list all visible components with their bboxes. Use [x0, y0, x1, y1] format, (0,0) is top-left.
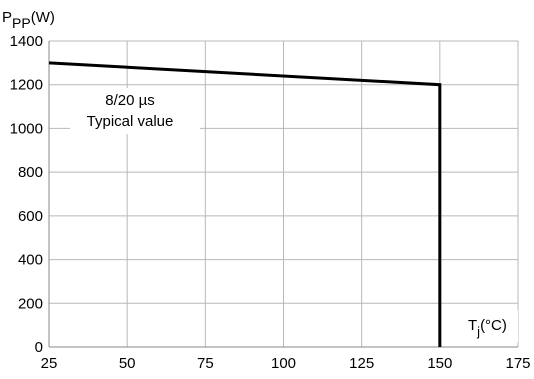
- y-tick-label: 1000: [10, 120, 43, 137]
- y-tick-label: 400: [18, 252, 43, 269]
- y-tick-label: 1200: [10, 77, 43, 94]
- x-tick-label: 50: [119, 355, 136, 372]
- series-line: [48, 61, 442, 347]
- x-axis-label: Tj(°C): [468, 317, 507, 339]
- annotation-typical: Typical value: [87, 113, 174, 130]
- tick-labels: 25 50 75 100 125 150 175 0 200 400 600 800 1000 1200 1…: [10, 33, 531, 372]
- y-tick-label: 1400: [10, 33, 43, 50]
- y-axis-label: PPP(W): [2, 9, 55, 31]
- annotation-pulse: 8/20 µs: [105, 92, 155, 109]
- x-tick-label: 75: [197, 355, 214, 372]
- y-tick-label: 800: [18, 164, 43, 181]
- x-axis-label-bg: [460, 310, 518, 342]
- x-tick-label: 100: [271, 355, 296, 372]
- series-layer: [48, 61, 442, 347]
- x-tick-label: 175: [505, 355, 530, 372]
- annotation-bg: [70, 88, 200, 134]
- x-tick-label: 125: [349, 355, 374, 372]
- x-tick-label: 25: [41, 355, 58, 372]
- y-tick-label: 200: [18, 295, 43, 312]
- grid: [48, 40, 519, 348]
- x-tick-label: 150: [427, 355, 452, 372]
- y-tick-label: 600: [18, 208, 43, 225]
- y-tick-label: 0: [35, 339, 43, 356]
